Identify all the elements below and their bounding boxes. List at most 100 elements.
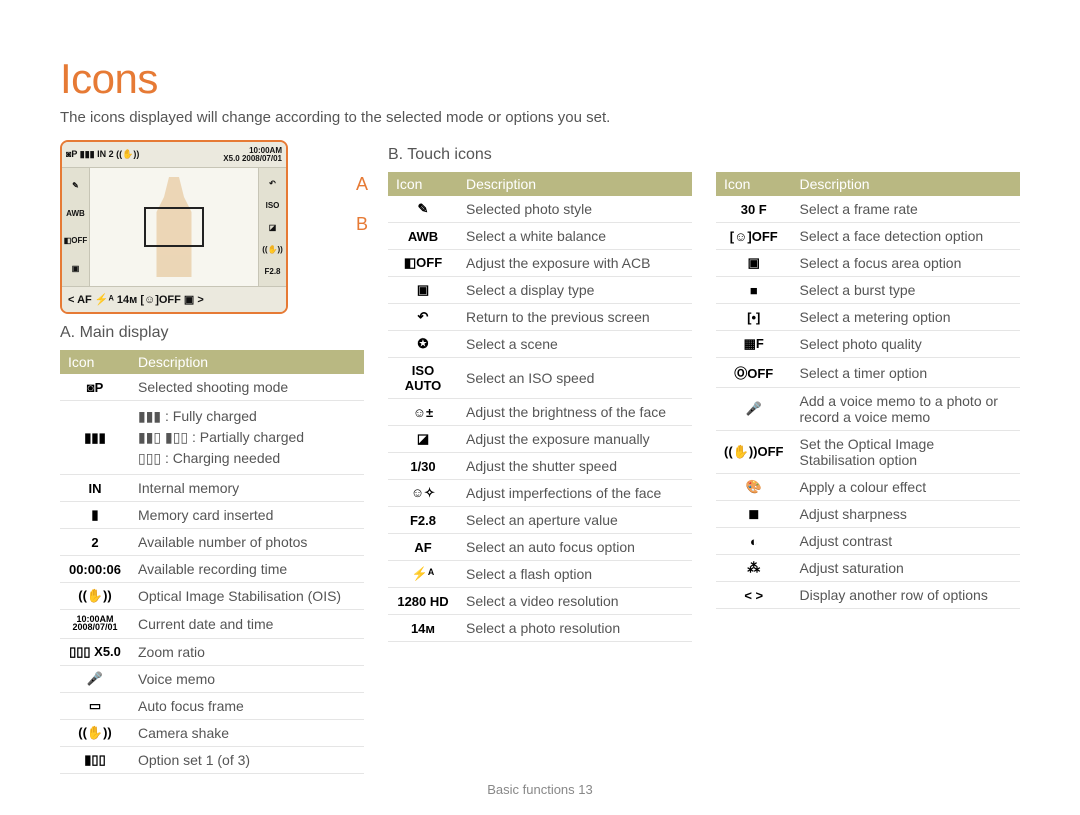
table-row: ▦FSelect photo quality (716, 331, 1020, 358)
table-row: ▮Memory card inserted (60, 502, 364, 529)
desc-cell: Memory card inserted (130, 502, 364, 529)
icon-cell: 2 (60, 529, 130, 556)
th-desc-b2: Description (792, 172, 1021, 196)
desc-cell: ▮▮▮ : Fully charged▮▮▯ ▮▯▯ : Partially c… (130, 401, 364, 475)
table-row: ↶Return to the previous screen (388, 304, 692, 331)
th-desc-a: Description (130, 350, 364, 374)
icon-cell: ↶ (388, 304, 458, 331)
icon-cell: 1/30 (388, 453, 458, 480)
table-row: ✪Select a scene (388, 331, 692, 358)
table-row: 🎤Voice memo (60, 666, 364, 693)
icon-cell: ⚡ᴬ (388, 561, 458, 588)
table-a: Icon Description ◙PSelected shooting mod… (60, 350, 364, 774)
section-a-heading: A. Main display (60, 324, 364, 342)
desc-cell: Select a video resolution (458, 588, 692, 615)
icon-cell: ▣ (716, 250, 792, 277)
desc-cell: Adjust saturation (792, 555, 1021, 582)
th-icon-b2: Icon (716, 172, 792, 196)
table-row: ((✋))OFFSet the Optical Image Stabilisat… (716, 431, 1020, 474)
icon-cell: F2.8 (388, 507, 458, 534)
desc-cell: Adjust imperfections of the face (458, 480, 692, 507)
desc-cell: Select an ISO speed (458, 358, 692, 399)
column-a: ↶ ◙P ▮▮▮ IN 2 ((✋)) 10:00AM X5.0 2008/07… (60, 140, 364, 774)
mock-sa-0: ✎ (72, 181, 79, 190)
table-row: 1/30Adjust the shutter speed (388, 453, 692, 480)
desc-cell: Select a flash option (458, 561, 692, 588)
table-row: ▮▯▯Option set 1 (of 3) (60, 747, 364, 774)
mock-sa-2: ◧OFF (64, 236, 88, 245)
th-icon-b1: Icon (388, 172, 458, 196)
table-row: ◐Adjust contrast (716, 528, 1020, 555)
icon-cell: ISO AUTO (388, 358, 458, 399)
desc-cell: Select photo quality (792, 331, 1021, 358)
desc-cell: Adjust the exposure with ACB (458, 250, 692, 277)
table-row: 🎤Add a voice memo to a photo or record a… (716, 388, 1020, 431)
desc-cell: Selected shooting mode (130, 374, 364, 401)
table-row: ▣Select a focus area option (716, 250, 1020, 277)
icon-cell: ■ (716, 277, 792, 304)
table-row: ⁂Adjust saturation (716, 555, 1020, 582)
icon-cell: ◼ (716, 501, 792, 528)
desc-cell: Set the Optical Image Stabilisation opti… (792, 431, 1021, 474)
table-row: ((✋))Camera shake (60, 720, 364, 747)
label-b: B (356, 214, 368, 235)
display-mock: ↶ ◙P ▮▮▮ IN 2 ((✋)) 10:00AM X5.0 2008/07… (60, 140, 288, 314)
mock-sa-1: AWB (66, 209, 85, 218)
desc-cell: Adjust contrast (792, 528, 1021, 555)
icon-cell: ✎ (388, 196, 458, 223)
icon-cell: ◙P (60, 374, 130, 401)
desc-cell: Available recording time (130, 556, 364, 583)
table-row: 14ᴍSelect a photo resolution (388, 615, 692, 642)
table-row: 00:00:06Available recording time (60, 556, 364, 583)
icon-cell: ▦F (716, 331, 792, 358)
mock-side-b: ↶ ISO ◪ ((✋)) F2.8 (258, 168, 286, 286)
icon-cell: ▭ (60, 693, 130, 720)
table-row: [•]Select a metering option (716, 304, 1020, 331)
table-row: 1280 HDSelect a video resolution (388, 588, 692, 615)
table-row: 30 FSelect a frame rate (716, 196, 1020, 223)
desc-cell: Select a focus area option (792, 250, 1021, 277)
mock-sb-1: ISO (266, 201, 280, 210)
mock-side-a: ✎ AWB ◧OFF ▣ (62, 168, 90, 286)
intro-text: The icons displayed will change accordin… (60, 109, 1020, 126)
table-row: [☺]OFFSelect a face detection option (716, 223, 1020, 250)
table-row: ⓄOFFSelect a timer option (716, 358, 1020, 388)
table-row: ▣Select a display type (388, 277, 692, 304)
column-c: . Icon Description 30 FSelect a frame ra… (716, 140, 1020, 774)
table-row: ((✋))Optical Image Stabilisation (OIS) (60, 583, 364, 610)
table-b-right: Icon Description 30 FSelect a frame rate… (716, 172, 1020, 609)
desc-cell: Select a face detection option (792, 223, 1021, 250)
tbody-b-left: ✎Selected photo styleAWBSelect a white b… (388, 196, 692, 642)
table-row: ISO AUTOSelect an ISO speed (388, 358, 692, 399)
icon-cell: 00:00:06 (60, 556, 130, 583)
icon-cell: [•] (716, 304, 792, 331)
desc-cell: Add a voice memo to a photo or record a … (792, 388, 1021, 431)
icon-cell: ◪ (388, 426, 458, 453)
table-row: 10:00AM 2008/07/01Current date and time (60, 610, 364, 639)
mock-date: X5.0 2008/07/01 (223, 155, 282, 163)
mock-sb-3: ((✋)) (262, 245, 283, 254)
icon-cell: 🎤 (60, 666, 130, 693)
desc-cell: Current date and time (130, 610, 364, 639)
icon-cell: IN (60, 475, 130, 502)
table-row: ▭Auto focus frame (60, 693, 364, 720)
desc-cell: Select an auto focus option (458, 534, 692, 561)
table-row: 🎨Apply a colour effect (716, 474, 1020, 501)
table-row: AFSelect an auto focus option (388, 534, 692, 561)
desc-cell: Camera shake (130, 720, 364, 747)
desc-cell: Select an aperture value (458, 507, 692, 534)
desc-cell: Select a white balance (458, 223, 692, 250)
desc-cell: Available number of photos (130, 529, 364, 556)
icon-cell: 🎨 (716, 474, 792, 501)
table-row: < >Display another row of options (716, 582, 1020, 609)
icon-cell: ☺± (388, 399, 458, 426)
table-row: INInternal memory (60, 475, 364, 502)
table-row: ✎Selected photo style (388, 196, 692, 223)
desc-cell: Zoom ratio (130, 639, 364, 666)
desc-cell: Select a frame rate (792, 196, 1021, 223)
table-row: ▯▯▯ X5.0Zoom ratio (60, 639, 364, 666)
desc-cell: Return to the previous screen (458, 304, 692, 331)
icon-cell: 30 F (716, 196, 792, 223)
icon-cell: < > (716, 582, 792, 609)
mock-top-right: 10:00AM X5.0 2008/07/01 (223, 147, 282, 163)
